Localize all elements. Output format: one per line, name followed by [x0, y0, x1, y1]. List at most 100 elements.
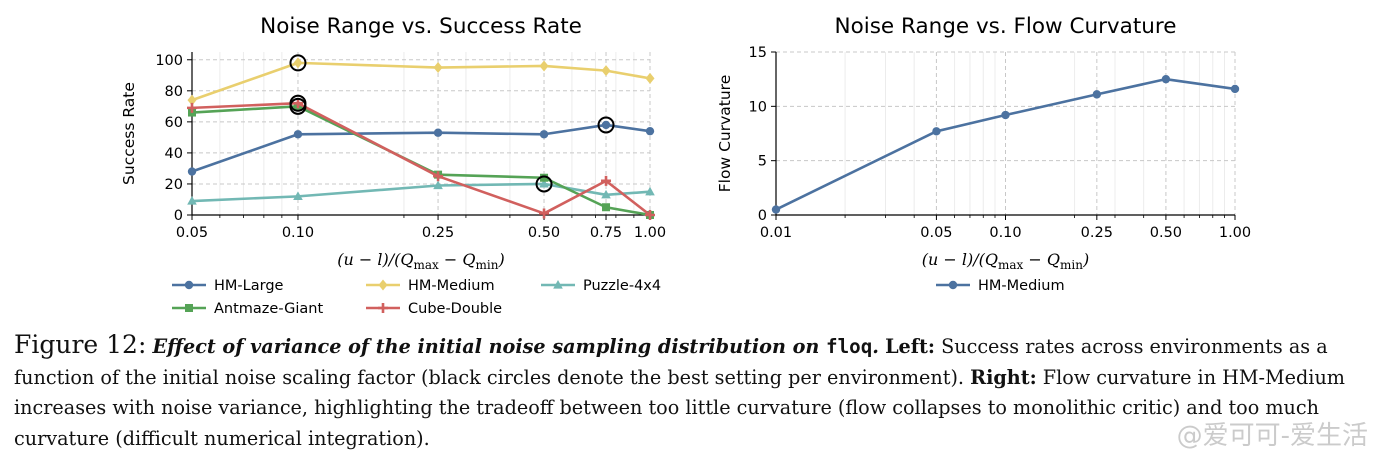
data-point — [601, 189, 611, 199]
x-tick-label: 0.25 — [1081, 225, 1113, 241]
legend-item-hm-medium: HM-Medium — [936, 278, 1065, 294]
x-axis-label-subscript: max — [414, 258, 440, 272]
legend-label: HM-Medium — [408, 278, 495, 294]
series-line — [191, 101, 651, 217]
legend-label: Cube-Double — [408, 301, 502, 317]
x-tick-label: 0.10 — [989, 225, 1021, 241]
series-antmaze-giant — [188, 102, 654, 219]
best-setting-circle — [289, 97, 307, 115]
x-axis-label-part: ) — [1082, 250, 1089, 269]
y-tick-label: 0 — [174, 208, 183, 224]
data-point — [602, 203, 611, 212]
legend-swatch-marker — [378, 279, 388, 291]
data-point — [645, 210, 655, 220]
caption-title-end: . — [872, 335, 879, 358]
legend-swatch-marker — [378, 303, 388, 313]
best-setting-circle — [597, 116, 615, 134]
x-axis-label-subscript: min — [1060, 258, 1083, 272]
x-tick-label: 1.00 — [634, 225, 666, 241]
legend-label: Puzzle-4x4 — [583, 278, 661, 294]
x-tick-label: 0.05 — [920, 225, 952, 241]
data-point — [645, 186, 655, 196]
data-point — [645, 72, 655, 84]
series-line — [191, 182, 651, 203]
x-axis-label-part: − Q — [1023, 250, 1060, 269]
data-point — [539, 60, 549, 72]
watermark: @爱可可-爱生活 — [1176, 421, 1368, 451]
caption-right-text: Flow curvature in HM-Medium increases wi… — [14, 365, 1345, 450]
data-point — [293, 191, 303, 200]
x-tick-label: 0.01 — [760, 225, 792, 241]
legend-item-antmaze-giant: Antmaze-Giant — [172, 301, 323, 317]
x-axis-label-part: ) — [497, 250, 504, 269]
data-point — [433, 180, 443, 190]
legend-label: HM-Large — [214, 278, 284, 294]
legend: HM-Medium — [936, 278, 1065, 294]
series-hm-medium — [187, 57, 655, 106]
data-point — [1001, 110, 1010, 120]
chart-title: Noise Range vs. Success Rate — [260, 14, 582, 39]
y-tick-label: 15 — [749, 45, 767, 61]
legend-swatch-marker — [948, 280, 958, 290]
x-axis-label-part: − Q — [439, 250, 476, 269]
data-point — [539, 130, 549, 139]
best-setting-circle — [535, 175, 553, 193]
data-point — [601, 120, 611, 130]
legend-label: Antmaze-Giant — [214, 301, 323, 317]
legend-swatch-marker — [184, 280, 194, 290]
x-tick-label: 1.00 — [1219, 225, 1251, 241]
data-point — [293, 130, 303, 139]
y-tick-label: 10 — [749, 99, 767, 115]
y-tick-label: 20 — [165, 177, 183, 193]
legend-swatch-marker — [553, 280, 563, 289]
x-axis-label: (u − l)/(Qmax − Qmin) — [922, 250, 1089, 272]
series-line — [191, 61, 651, 102]
series-line — [191, 105, 651, 217]
legend-item-hm-large: HM-Large — [172, 278, 284, 294]
data-point — [292, 98, 303, 109]
data-point — [433, 128, 443, 137]
data-point — [187, 167, 197, 176]
caption-left-text: Success rates across environments as a f… — [14, 335, 1328, 389]
x-tick-label: 0.25 — [422, 225, 454, 241]
legend-item-hm-medium: HM-Medium — [366, 278, 495, 294]
data-point — [645, 126, 655, 136]
series-puzzle-4x4 — [187, 178, 655, 205]
x-tick-label: 0.10 — [282, 225, 314, 241]
data-point — [293, 57, 303, 69]
chart-title: Noise Range vs. Flow Curvature — [835, 14, 1177, 39]
caption-method-name: floq — [826, 335, 873, 358]
data-point — [540, 173, 549, 182]
caption-title: Effect of variance of the initial noise … — [152, 335, 878, 358]
y-tick-label: 100 — [155, 53, 183, 69]
x-axis-label: (u − l)/(Qmax − Qmin) — [337, 250, 504, 272]
y-tick-label: 60 — [165, 115, 183, 131]
x-tick-label: 0.50 — [1150, 225, 1182, 241]
data-point — [539, 208, 550, 219]
data-point — [1230, 84, 1240, 94]
legend-item-puzzle-4x4: Puzzle-4x4 — [541, 278, 661, 294]
legend-item-cube-double: Cube-Double — [366, 301, 502, 317]
x-tick-label: 0.75 — [590, 225, 622, 241]
x-tick-label: 0.50 — [528, 225, 560, 241]
x-axis-label-subscript: max — [998, 258, 1024, 272]
series-line — [191, 123, 651, 173]
data-point — [932, 127, 941, 136]
series-hm-medium — [771, 74, 1240, 214]
y-tick-label: 40 — [165, 146, 183, 162]
caption-title-text: Effect of variance of the initial noise … — [152, 335, 827, 358]
data-point — [187, 196, 197, 205]
legend-swatch-marker — [185, 304, 193, 312]
chart-flow-curvature: 0.01 0.05 0.10 0.25 0.50 1.00 0 5 10 15 Noise Rang… — [716, 14, 1251, 294]
legend-label: HM-Medium — [978, 278, 1065, 294]
y-tick-label: 5 — [758, 154, 767, 170]
figure-caption: Figure 12: Effect of variance of the ini… — [14, 330, 1370, 454]
x-axis-label-part: (u − l)/(Q — [337, 250, 413, 269]
figure-canvas: 0.05 0.10 0.25 0.50 0.75 1.00020406080100Nois… — [120, 14, 1251, 317]
x-axis-label-part: (u − l)/(Q — [922, 250, 998, 269]
x-axis-label-subscript: min — [476, 258, 499, 272]
data-point — [771, 205, 781, 214]
series-cube-double — [187, 98, 655, 220]
best-setting-circle — [289, 54, 307, 72]
data-point — [601, 65, 611, 77]
